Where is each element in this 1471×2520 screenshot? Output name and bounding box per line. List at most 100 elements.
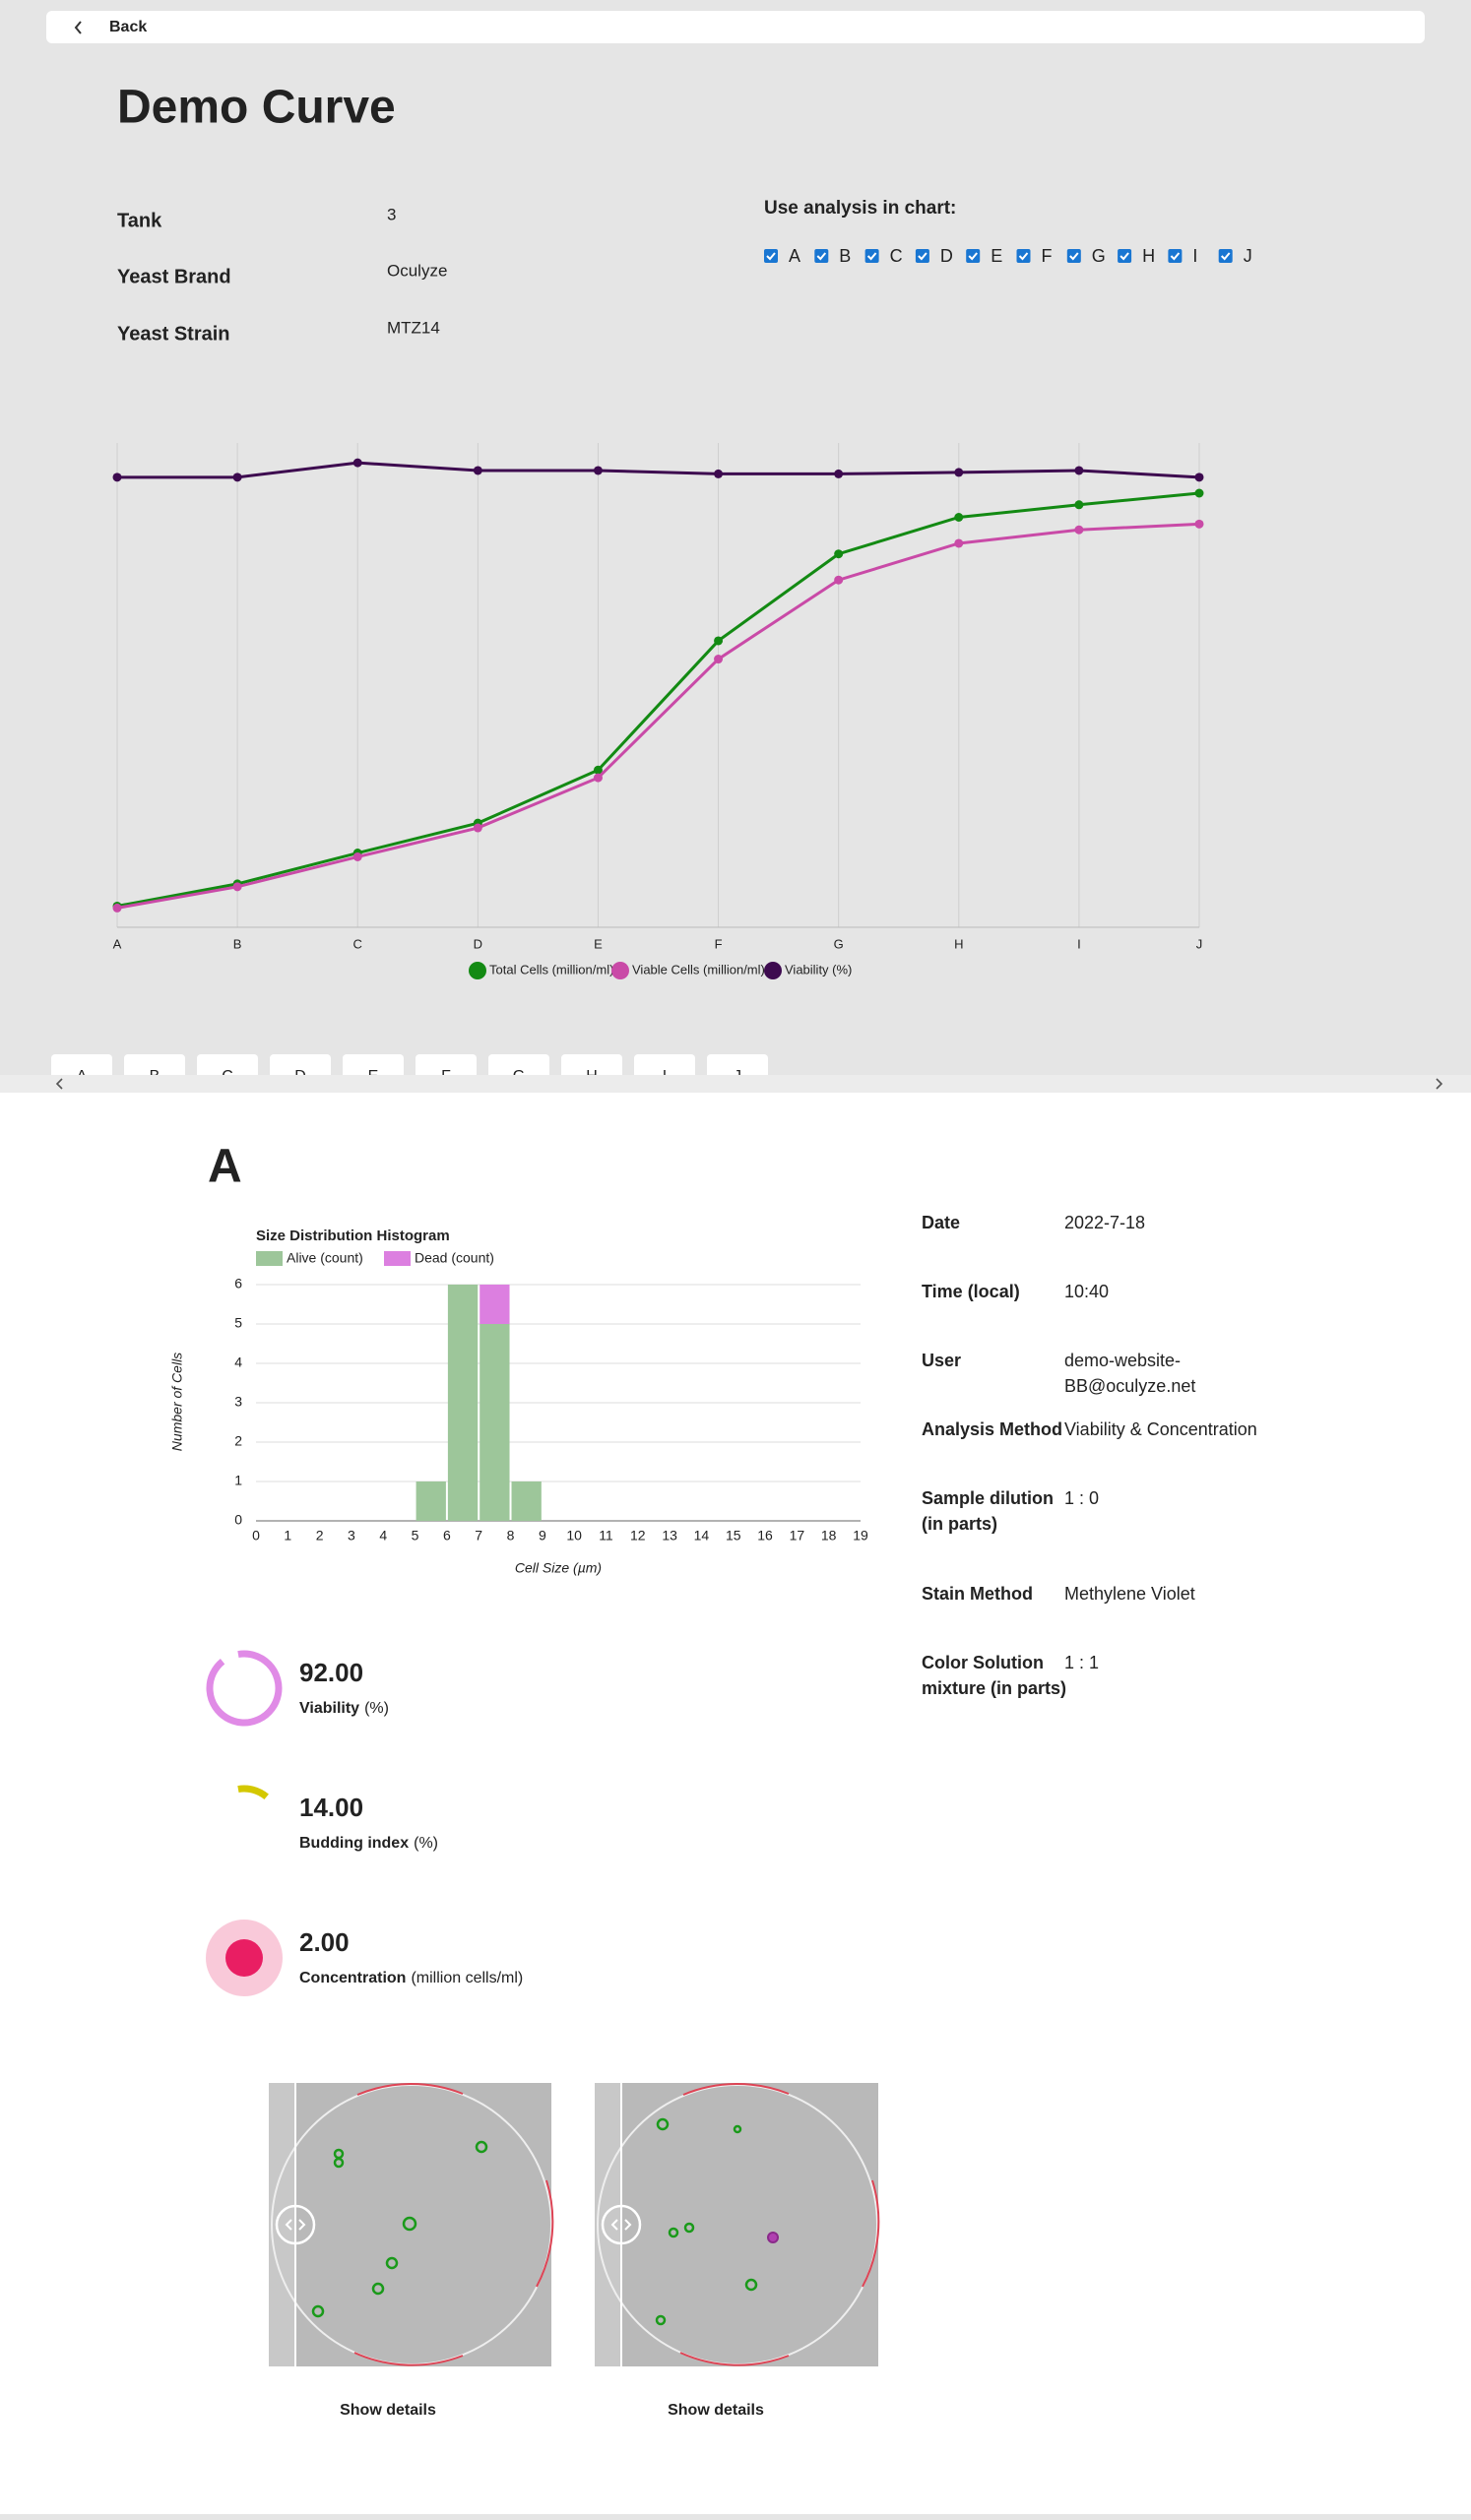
data-point [1074,466,1084,475]
checkbox[interactable] [966,249,981,263]
checkbox[interactable] [1218,249,1233,263]
checkbox-label: F [1042,246,1053,266]
sample-image[interactable] [595,2083,880,2366]
data-point [352,458,362,468]
legend-swatch [256,1251,283,1266]
check-mark [1119,252,1129,261]
data-point [473,466,482,475]
data-point [954,468,964,477]
data-point [112,472,122,482]
show-details-link[interactable]: Show details [340,2402,436,2419]
histogram-bar [511,1481,542,1521]
tab-label: C [222,1068,233,1085]
check-mark [816,252,827,261]
data-point [593,765,603,775]
back-icon [74,21,82,34]
checkbox-label: A [789,246,800,266]
tab[interactable] [197,1054,258,1094]
scroll-left[interactable] [55,1078,63,1090]
checkbox[interactable] [1118,249,1132,263]
data-point [473,823,482,833]
data-point [834,469,844,478]
histogram-bar [480,1324,510,1521]
histogram-bar [447,1285,479,1521]
gauge-dot [225,1939,263,1977]
legend-label: Alive (count) [287,1250,363,1266]
data-point [232,882,242,892]
tab[interactable] [416,1054,477,1094]
tab-label: G [513,1068,525,1085]
data-point [954,538,964,548]
metric-unit: (%) [364,1700,389,1717]
checkbox[interactable] [1066,249,1081,263]
bottom-bar [0,2514,1471,2520]
tab[interactable] [270,1054,331,1094]
tab[interactable] [124,1054,185,1094]
gauge-arc [206,1650,283,1727]
tab[interactable] [634,1054,695,1094]
check-mark [866,252,877,261]
detail-value: Methylene Violet [1064,1584,1195,1604]
tab-label: H [586,1068,598,1085]
info-label: Yeast Strain [117,323,230,345]
sample-image[interactable] [269,2083,554,2366]
data-point [954,513,964,522]
tab[interactable] [561,1054,622,1094]
x-tick-label: 6 [443,1528,451,1544]
info-label: Tank [117,210,162,231]
x-tick-label: 17 [790,1528,805,1544]
x-tick-label: G [834,936,844,951]
detail-label: Color Solution [922,1653,1044,1672]
x-tick-label: 11 [599,1528,613,1544]
tab[interactable] [343,1054,404,1094]
checkbox[interactable] [764,249,778,263]
checkbox[interactable] [1168,249,1183,263]
series-line [117,461,1200,479]
detail-label: mixture (in parts) [922,1678,1066,1698]
data-point [714,636,724,646]
tab-label: D [294,1068,306,1085]
scroll-right[interactable] [1436,1078,1443,1090]
info-label: Yeast Brand [117,266,231,287]
data-point [352,851,362,861]
tab-label: E [368,1068,379,1085]
tab-label: A [77,1068,88,1085]
detail-value: Viability & Concentration [1064,1419,1257,1439]
histogram-bar [416,1481,446,1521]
metric-value: 14.00 [299,1793,363,1822]
x-tick-label: 12 [630,1528,646,1544]
detail-value: 1 : 0 [1064,1488,1099,1508]
tab[interactable] [707,1054,768,1094]
x-tick-label: 14 [694,1528,710,1544]
tab-label: F [441,1068,451,1085]
page-title: Demo Curve [117,82,396,134]
series-line [116,491,1200,908]
scrollbar[interactable] [0,1075,1471,1093]
tab[interactable] [488,1054,549,1094]
x-tick-label: D [474,936,482,951]
data-point [714,655,724,664]
show-details-link[interactable]: Show details [668,2402,764,2419]
legend-label: Viable Cells (million/ml) [632,962,765,976]
checkbox[interactable] [814,249,829,263]
x-tick-label: H [954,936,963,951]
detail-label: (in parts) [922,1514,997,1534]
data-point [834,575,844,585]
checkbox[interactable] [864,249,879,263]
info-value: MTZ14 [387,318,440,337]
metric-value: 2.00 [299,1927,350,1957]
detail-value: BB@oculyze.net [1064,1376,1195,1396]
analysis-label: Use analysis in chart: [764,198,956,219]
legend-swatch [384,1251,411,1266]
back-bar[interactable] [46,11,1425,43]
check-mark [1170,252,1181,261]
metric-label: Budding index [299,1835,409,1852]
tab-strip: A B C D E F G H I J [51,1054,768,1094]
tab[interactable] [51,1054,112,1094]
y-tick-label: 2 [234,1433,242,1449]
check-mark [968,252,978,261]
checkbox[interactable] [915,249,929,263]
checkbox[interactable] [1016,249,1031,263]
